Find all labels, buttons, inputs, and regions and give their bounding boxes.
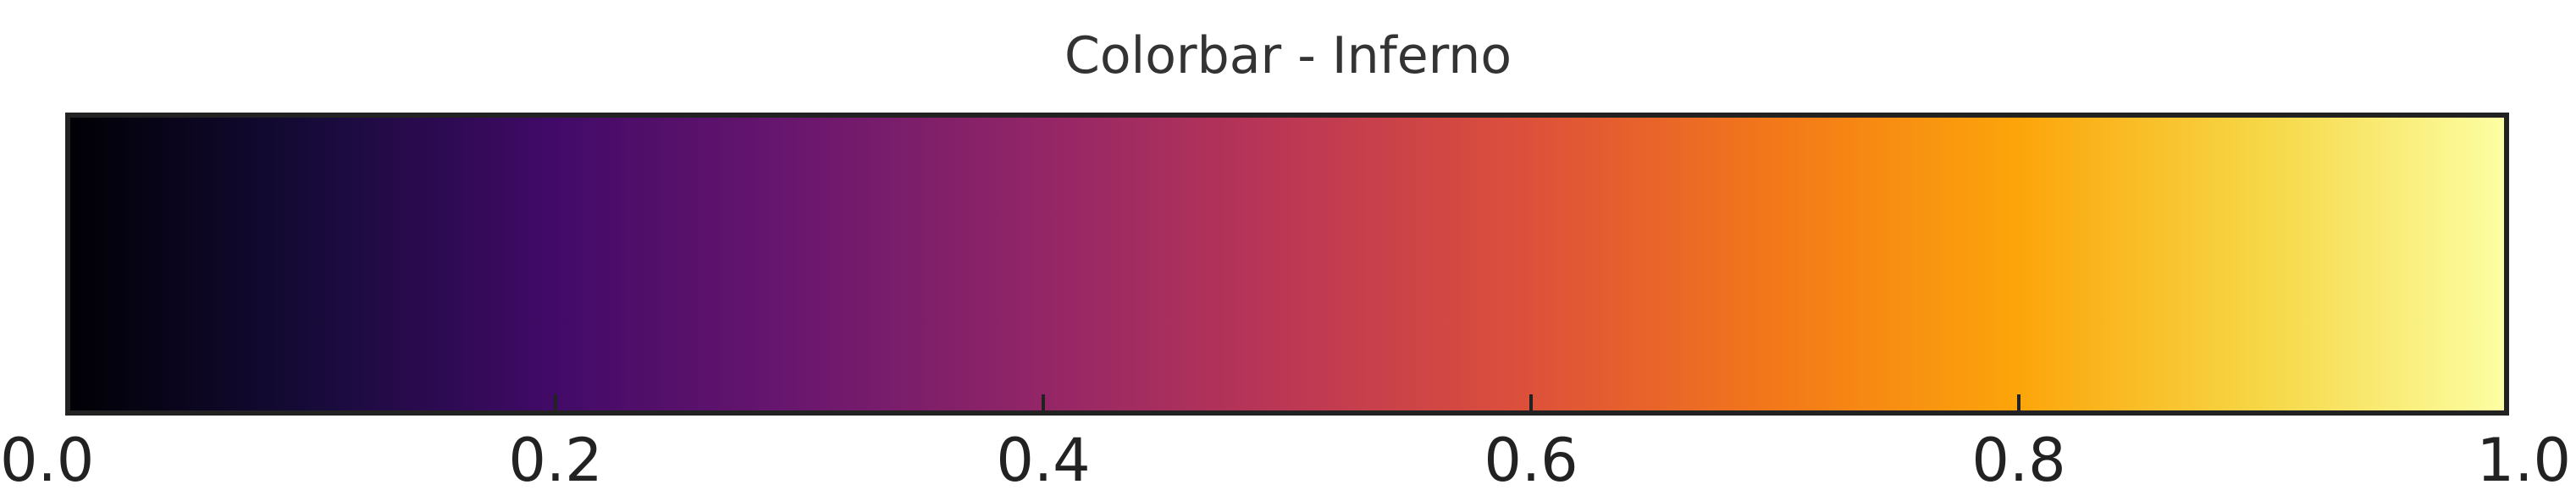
tick-label: 1.0 — [2477, 426, 2571, 495]
tick-label: 0.6 — [1484, 426, 1578, 495]
tick-label: 0.0 — [0, 426, 94, 495]
tick-label: 0.2 — [508, 426, 602, 495]
colorbar-frame — [65, 113, 2509, 416]
chart-title: Colorbar - Inferno — [1064, 26, 1512, 85]
tick-label: 0.8 — [1971, 426, 2065, 495]
tick-label: 0.4 — [996, 426, 1090, 495]
tick-group: 0.0 0.2 0.4 0.6 0.8 1.0 — [0, 394, 2571, 495]
colorbar-gradient-bar — [68, 115, 2507, 413]
